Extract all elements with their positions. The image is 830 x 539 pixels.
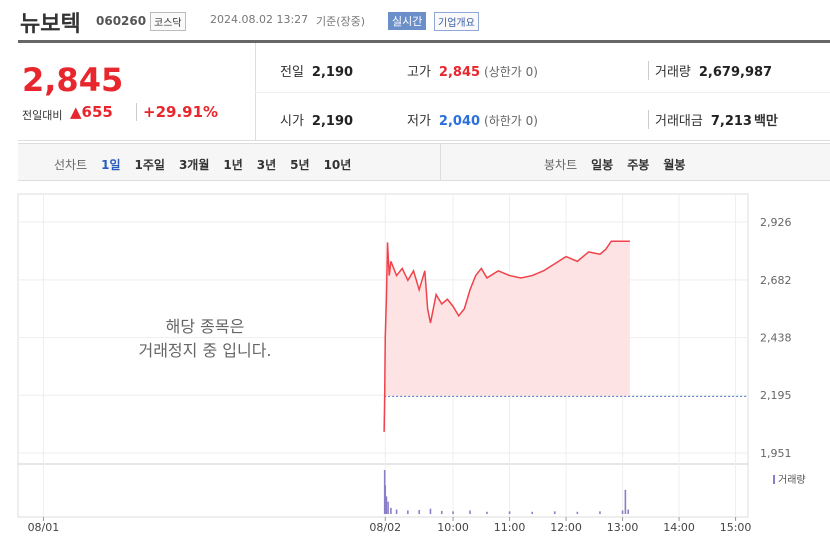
x-tick-label: 08/02	[369, 521, 401, 534]
tab-label: 봉차트	[544, 158, 578, 172]
tab-bar: 선차트 1일 1주일 3개월 1년 3년 5년 10년 봉차트 일봉 주봉 월봉	[18, 143, 830, 181]
volume-bar	[390, 507, 392, 514]
price: 2,845	[22, 61, 124, 99]
period-tab[interactable]: 1주일	[134, 158, 165, 172]
stat: 전일 2,190	[280, 61, 353, 80]
stat-value: 2,190	[311, 114, 354, 129]
notice: 거래정지 중 입니다.	[138, 341, 271, 360]
stat-unit: 백만	[753, 114, 778, 129]
stat-extra: (상한가 0)	[484, 65, 538, 79]
period-tab[interactable]: 5년	[290, 158, 310, 172]
stock-name: 뉴보텍	[20, 12, 81, 37]
volume-bar	[384, 485, 387, 514]
change-value: 655	[81, 103, 113, 121]
datetime: 2024.08.02 13:27	[210, 13, 309, 26]
y-tick-label: 2,926	[760, 216, 792, 229]
stat: 고가 2,845 (상한가 0)	[407, 61, 538, 80]
stat-value: 2,040	[438, 114, 481, 129]
y-tick-label: 2,682	[760, 274, 792, 287]
stat-value: 2,190	[311, 65, 354, 80]
price-line	[383, 240, 630, 432]
overview-button[interactable]: 기업개요	[434, 12, 479, 31]
stat-label: 시가	[280, 114, 304, 129]
volume-bar	[531, 511, 533, 514]
volume-bar	[407, 510, 409, 514]
volume-bar	[627, 509, 630, 514]
tab-label: 선차트	[54, 158, 88, 172]
volume-legend: 거래량	[778, 474, 806, 486]
volume-bar	[452, 511, 454, 514]
stat-label: 고가	[407, 65, 431, 80]
x-tick-label: 13:00	[607, 521, 639, 534]
candle-tab[interactable]: 월봉	[663, 158, 686, 172]
divider	[18, 40, 830, 43]
change-label: 전일대비	[22, 109, 63, 122]
x-tick-label: 12:00	[550, 521, 582, 534]
volume-bar	[387, 501, 389, 514]
quote-box: 2,845 전일대비 ▲655 +29.91%	[18, 43, 256, 141]
volume-bar	[418, 510, 420, 514]
stat-value: 2,679,987	[698, 65, 773, 80]
chart-frame	[17, 193, 749, 518]
period-tab[interactable]: 1년	[223, 158, 243, 172]
stat: 거래량 2,679,987	[648, 61, 772, 80]
up-arrow: ▲	[70, 103, 82, 121]
stat-label: 저가	[407, 114, 431, 129]
row-divider	[255, 140, 830, 141]
x-tick-label: 15:00	[720, 521, 752, 534]
volume-bar	[553, 511, 556, 514]
stat-label: 전일	[280, 65, 304, 80]
volume-legend-swatch	[773, 475, 775, 484]
market-badge: 코스닥	[150, 12, 186, 31]
x-tick-label: 14:00	[663, 521, 695, 534]
period-tab[interactable]: 10년	[323, 158, 352, 172]
volume-bar	[429, 508, 432, 514]
stat-value: 7,213	[710, 114, 752, 129]
stat-value: 2,845	[438, 65, 481, 80]
change: ▲655	[70, 103, 113, 121]
volume-bar	[440, 510, 443, 514]
period-tab[interactable]: 3년	[256, 158, 277, 172]
volume-bar	[508, 511, 511, 514]
stat: 저가 2,040 (하한가 0)	[407, 110, 538, 129]
y-tick-label: 2,438	[760, 332, 792, 345]
stat: 시가 2,190	[280, 110, 353, 129]
tab-divider	[440, 144, 441, 180]
period-tab[interactable]: 3개월	[178, 158, 210, 172]
change-pct: +29.91%	[136, 103, 218, 121]
period-tab[interactable]: 1일	[101, 158, 121, 172]
stat-label: 거래량	[655, 65, 691, 80]
candle-tabs: 봉차트 일봉 주봉 월봉	[544, 154, 699, 173]
volume-bar	[395, 509, 398, 514]
candle-tab[interactable]: 일봉	[591, 158, 614, 172]
chart: 2,926 2,682 2,438 2,195 1,951 08/01 08/02 10:00…	[17, 193, 806, 534]
candle-tab[interactable]: 주봉	[627, 158, 650, 172]
area	[384, 241, 630, 432]
volume-bar	[621, 510, 624, 514]
volume-bar	[486, 511, 488, 514]
volume-bar	[624, 489, 627, 514]
x-tick-label: 08/01	[28, 521, 60, 534]
stat: 거래대금 7,213 백만	[648, 110, 778, 129]
stat-extra: (하한가 0)	[484, 114, 538, 128]
notice: 해당 종목은	[166, 317, 245, 336]
x-tick-label: 10:00	[437, 521, 469, 534]
volume-bar	[599, 511, 601, 514]
basis: 기준(장중)	[316, 15, 366, 28]
stock-code: 060260	[96, 14, 147, 28]
y-tick-label: 1,951	[760, 447, 792, 460]
row-divider	[255, 92, 830, 93]
volume-bar	[576, 511, 579, 514]
volume-bar	[469, 510, 471, 514]
realtime-button[interactable]: 실시간	[388, 12, 427, 30]
volume-bar	[385, 496, 388, 514]
stat-label: 거래대금	[655, 114, 703, 129]
line-tabs: 선차트 1일 1주일 3개월 1년 3년 5년 10년	[54, 154, 365, 173]
y-tick-label: 2,195	[760, 389, 792, 402]
x-tick-label: 11:00	[494, 521, 526, 534]
